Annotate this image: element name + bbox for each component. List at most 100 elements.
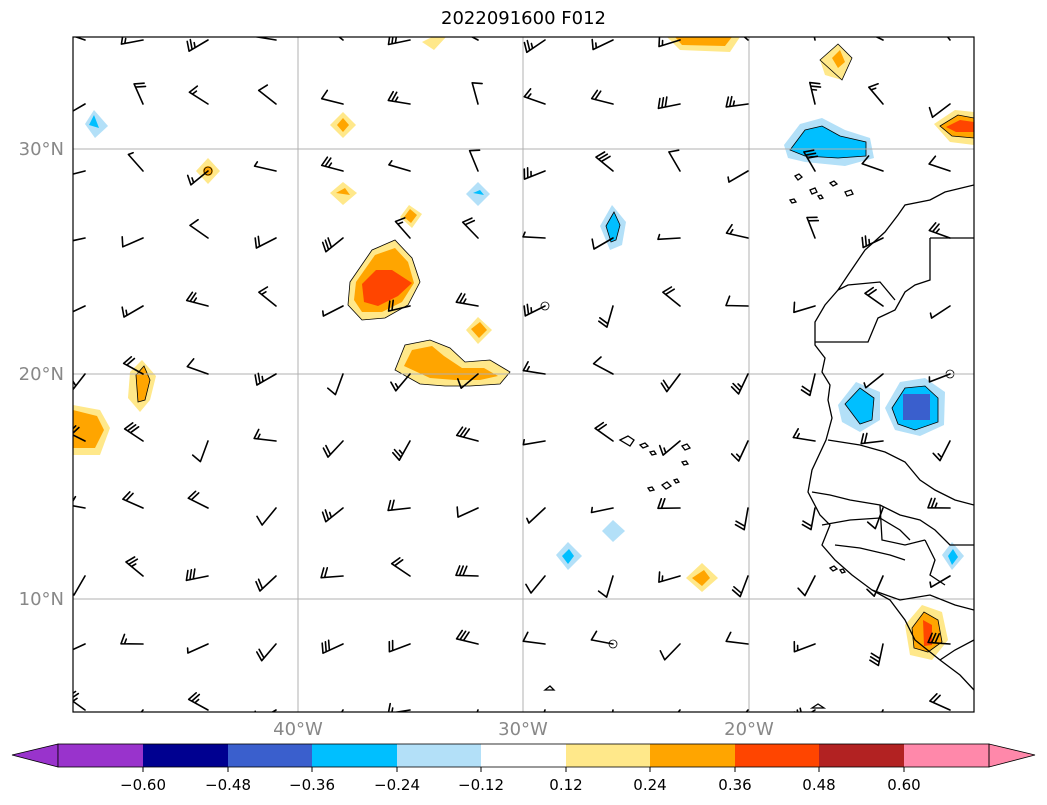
wind-barb	[730, 440, 749, 462]
wind-barb	[73, 170, 86, 175]
coastlines	[543, 173, 974, 709]
wind-barb	[122, 491, 144, 509]
colorbar-segment	[481, 744, 566, 767]
wind-barb	[123, 422, 144, 442]
colorbar-segment	[566, 744, 650, 767]
colorbar-tick-label: 0.24	[633, 776, 666, 794]
wind-barb	[929, 575, 951, 588]
wind-barb	[455, 426, 479, 442]
wind-barb	[861, 235, 884, 249]
wind-barb	[73, 643, 86, 651]
wind-barb	[455, 565, 479, 577]
colorbar-segment	[735, 744, 819, 767]
wind-barb	[121, 305, 144, 318]
wind-barb	[522, 439, 546, 446]
anomaly-contours	[135, 43, 974, 653]
wind-barb	[928, 373, 951, 383]
colorbar-extend-max	[988, 743, 1036, 768]
wind-barb	[725, 95, 749, 108]
wind-barb	[522, 231, 546, 239]
wind-barb	[743, 37, 749, 41]
wind-barb	[390, 373, 411, 392]
wind-barb	[727, 170, 749, 183]
colorbar-tick-label: 0.12	[549, 776, 582, 794]
wind-barb	[793, 640, 816, 653]
wind-barb	[340, 709, 344, 712]
wind-barb	[874, 37, 884, 41]
colorbar-tick-label: −0.60	[120, 776, 166, 794]
wind-barb	[140, 709, 144, 712]
wind-barb	[522, 361, 546, 375]
colorbar-extend-min	[11, 743, 59, 768]
wind-barb	[523, 88, 546, 105]
wind-barb	[121, 236, 144, 248]
wind-barb	[461, 217, 479, 239]
wind-barb	[388, 160, 411, 172]
wind-barbs	[73, 37, 951, 712]
wind-barb	[321, 237, 344, 253]
wind-barb	[659, 643, 681, 661]
wind-barb	[860, 432, 884, 445]
wind-barb	[457, 373, 479, 389]
wind-barb	[928, 155, 951, 172]
wind-barb	[928, 222, 951, 239]
wind-barb	[320, 89, 344, 105]
wind-barb	[657, 233, 681, 241]
wind-barb	[927, 497, 951, 509]
wind-barb	[598, 305, 614, 328]
wind-barb	[120, 633, 144, 645]
wind-barb	[590, 506, 614, 514]
wind-barb	[394, 217, 411, 239]
wind-barb	[590, 89, 614, 105]
wind-barb	[523, 167, 546, 180]
wind-barb	[657, 498, 681, 510]
wind-barb	[73, 423, 86, 442]
colorbar: −0.60 −0.48 −0.36 −0.24 −0.12 0.12 0.24 0.36 0.4…	[11, 743, 1036, 794]
wind-barb	[932, 440, 951, 462]
wind-barb	[73, 305, 86, 313]
wind-barb	[866, 575, 884, 597]
wind-barb	[792, 428, 816, 442]
wind-barb	[388, 639, 411, 653]
wind-barb	[125, 556, 144, 577]
wind-barb	[868, 83, 884, 105]
wind-barb	[725, 631, 749, 645]
wind-barb	[253, 37, 277, 41]
wind-barb	[191, 440, 209, 463]
wind-barb	[476, 709, 479, 712]
lon-label-30w: 30°W	[498, 719, 548, 740]
wind-barb	[869, 643, 884, 667]
wind-barb	[866, 507, 884, 530]
wind-barb	[254, 372, 277, 386]
lat-label-20n: 20°N	[19, 364, 64, 385]
wind-barb	[338, 37, 344, 41]
wind-barb	[861, 155, 884, 172]
wind-barb	[657, 96, 681, 110]
wind-barb	[456, 506, 479, 518]
wind-barb	[591, 38, 614, 51]
wind-barb	[725, 223, 749, 239]
wind-barb	[731, 575, 749, 598]
wind-barb	[322, 305, 344, 317]
colorbar-outline	[57, 743, 990, 768]
wind-barb	[668, 149, 681, 172]
wind-barb	[801, 507, 816, 531]
wind-barb	[594, 421, 614, 442]
colorbar-tick-label: −0.12	[458, 776, 504, 794]
wind-barb	[662, 286, 681, 307]
wind-barb	[611, 709, 614, 712]
wind-barb	[797, 575, 816, 597]
wind-barb	[800, 373, 816, 397]
map-title: 2022091600 F012	[441, 8, 606, 29]
wind-barb	[327, 373, 344, 396]
wind-barb	[253, 428, 277, 442]
wind-barb	[658, 37, 681, 48]
wind-barb	[927, 632, 951, 645]
wind-barb	[254, 235, 277, 249]
wind-barb	[122, 356, 144, 375]
wind-barb	[809, 81, 822, 105]
wind-barb	[258, 286, 277, 307]
wind-barb	[73, 690, 86, 711]
wind-barb	[793, 301, 816, 314]
